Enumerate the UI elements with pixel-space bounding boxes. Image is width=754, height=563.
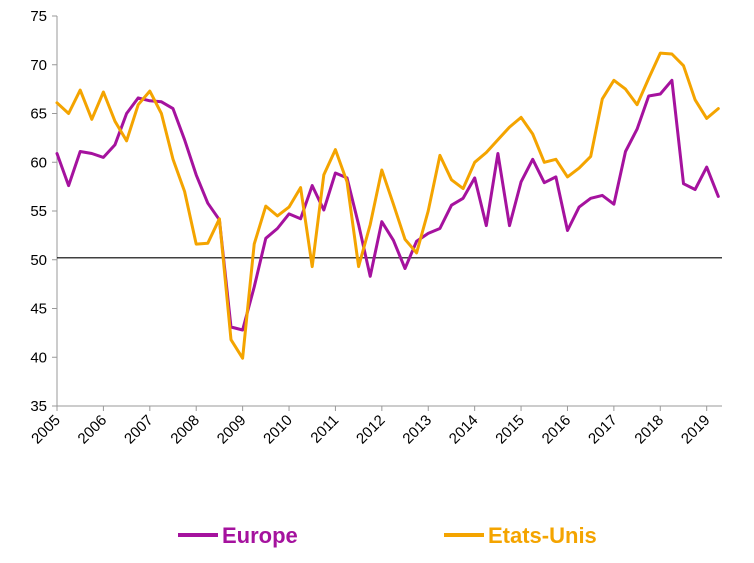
y-tick-label: 35 <box>30 398 47 415</box>
legend-label-europe: Europe <box>222 523 298 548</box>
series-lines <box>55 51 720 360</box>
y-axis-ticks: 35 40 45 50 55 60 65 70 75 <box>30 8 57 415</box>
x-tick-label: 2012 <box>353 412 389 448</box>
y-tick-label: 60 <box>30 154 47 171</box>
y-tick-label: 40 <box>30 349 47 366</box>
x-tick-label: 2005 <box>28 412 64 448</box>
legend: Europe Etats-Unis <box>178 523 597 548</box>
x-tick-label: 2016 <box>539 412 575 448</box>
x-tick-label: 2019 <box>678 412 714 448</box>
series-line-etats-unis <box>55 51 720 360</box>
x-tick-label: 2010 <box>260 412 296 448</box>
legend-item-etats-unis: Etats-Unis <box>444 523 597 548</box>
x-tick-label: 2008 <box>167 412 203 448</box>
x-tick-label: 2015 <box>492 412 528 448</box>
x-tick-label: 2014 <box>446 412 482 448</box>
axes <box>56 16 722 407</box>
x-tick-label: 2009 <box>214 412 250 448</box>
y-tick-label: 70 <box>30 57 47 74</box>
legend-item-europe: Europe <box>178 523 298 548</box>
x-tick-label: 2006 <box>75 412 111 448</box>
y-tick-label: 45 <box>30 301 47 318</box>
y-tick-label: 75 <box>30 8 47 25</box>
y-tick-label: 55 <box>30 203 47 220</box>
x-tick-label: 2011 <box>307 412 342 447</box>
y-tick-label: 65 <box>30 106 47 123</box>
x-axis-ticks: 2005 2006 2007 2008 2009 2010 2011 2012 2013 2014… <box>28 406 714 448</box>
x-tick-label: 2007 <box>121 412 157 448</box>
x-tick-label: 2013 <box>399 412 435 448</box>
x-tick-label: 2018 <box>631 412 667 448</box>
series-line-europe <box>55 78 720 332</box>
x-tick-label: 2017 <box>585 412 621 448</box>
y-tick-label: 50 <box>30 252 47 269</box>
legend-label-etats-unis: Etats-Unis <box>488 523 597 548</box>
